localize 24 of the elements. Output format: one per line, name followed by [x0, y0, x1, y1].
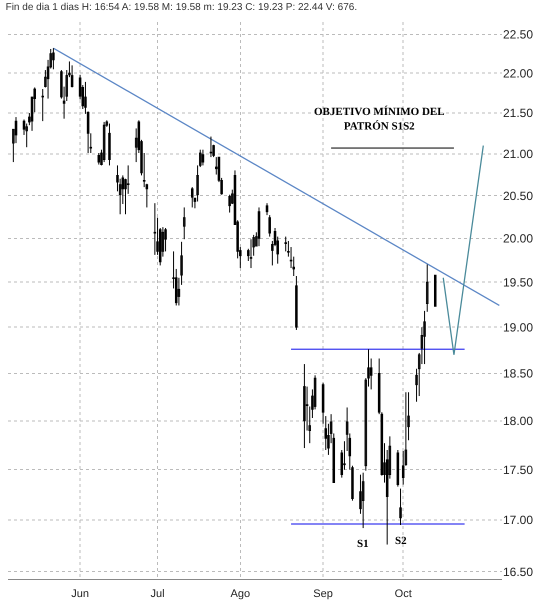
chart-title: Fin de dia 1 dias H: 16:54 A: 19.58 M: 19.58 m: 19.23 C: 19.23 P: 22.44 V: 676.	[6, 2, 358, 14]
y-tick-label: 21.00	[503, 147, 534, 162]
y-tick-label: 17.00	[503, 513, 534, 528]
candlestick	[434, 274, 437, 307]
candlestick	[250, 238, 252, 269]
y-tick-label: 22.00	[503, 66, 534, 80]
y-tick-label: 19.50	[503, 275, 534, 290]
x-tick-label: Oct	[394, 588, 412, 600]
y-tick-label: 18.50	[503, 366, 534, 381]
annotation: OBJETIVO MÍNIMO DEL PATRÓN S1S2	[314, 105, 445, 132]
x-tick-label: Ago	[230, 588, 250, 600]
annotation: S1	[357, 538, 369, 550]
y-tick-label: 20.50	[503, 188, 534, 203]
y-tick-label: 20.00	[503, 232, 534, 246]
y-tick-label: 18.00	[503, 414, 534, 428]
x-tick-label: Jun	[71, 588, 89, 600]
y-tick-label: 19.00	[503, 320, 534, 334]
y-tick-label: 17.50	[503, 462, 534, 477]
y-tick-label: 16.50	[503, 564, 534, 579]
y-tick-label: 21.50	[503, 106, 534, 120]
y-tick-label: 22.50	[503, 27, 534, 42]
x-tick-label: Sep	[313, 588, 333, 600]
x-tick-label: Jul	[150, 588, 165, 600]
annotation: S2	[395, 535, 408, 547]
